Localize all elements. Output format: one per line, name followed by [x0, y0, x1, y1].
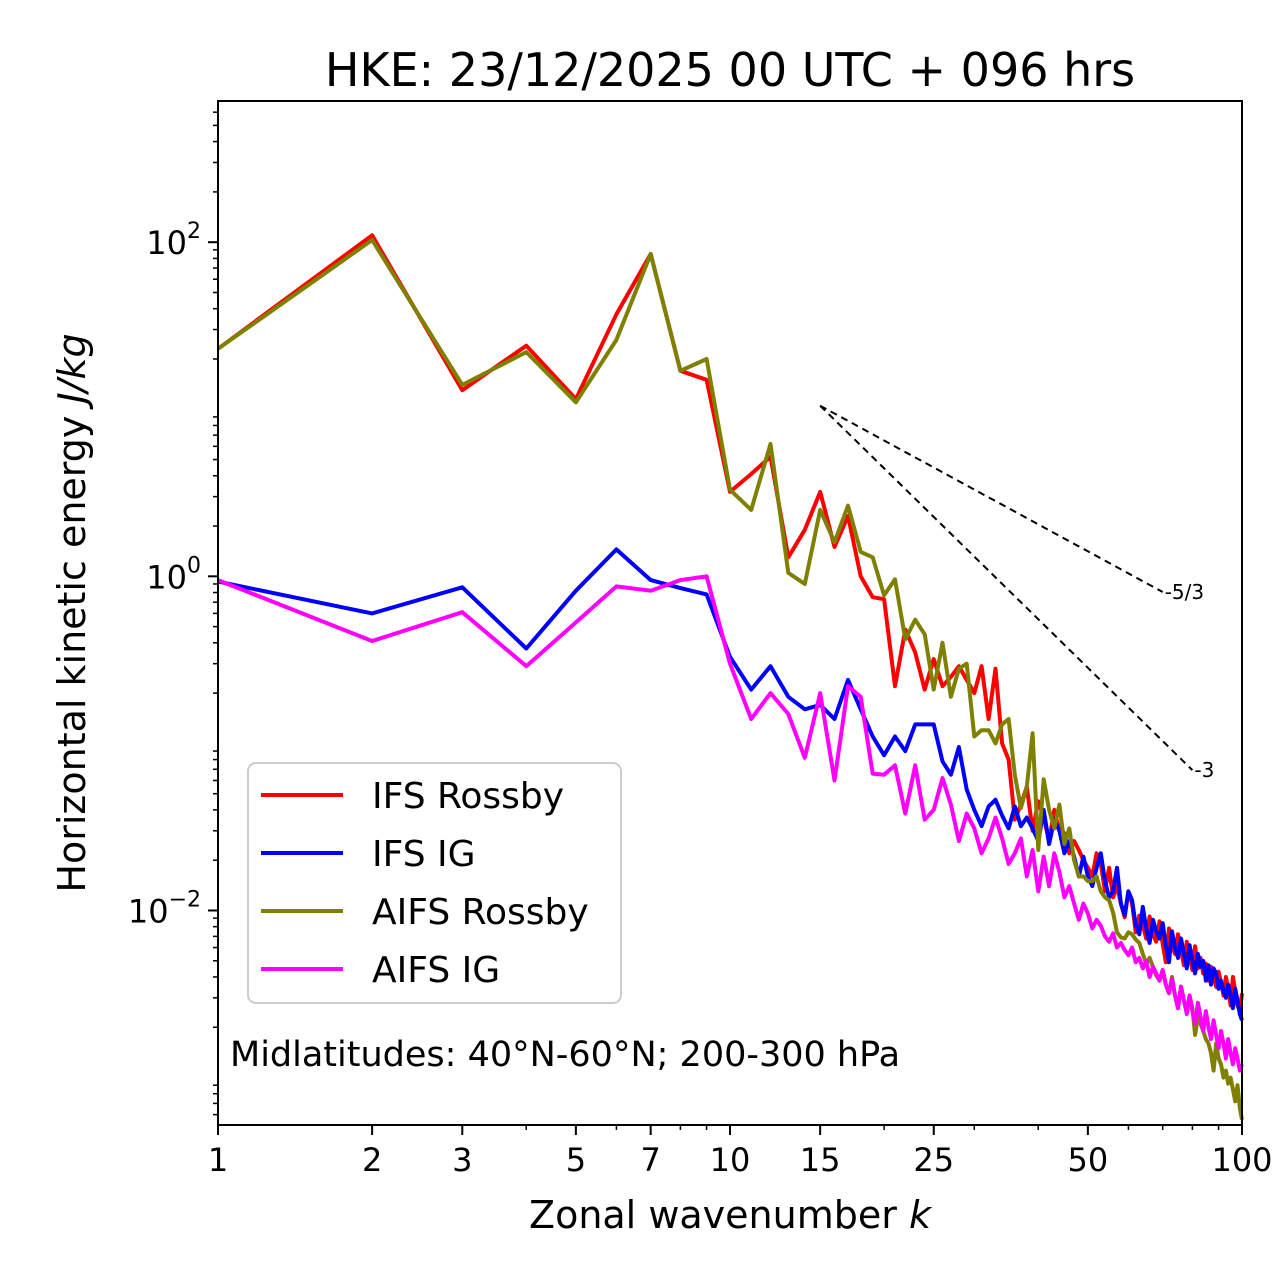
- x-tick-label: 7: [641, 1141, 661, 1179]
- x-tick-label: 3: [452, 1141, 472, 1179]
- x-axis-label-variable: k: [909, 1193, 933, 1237]
- reference-slope-line: [819, 404, 1164, 593]
- y-axis-label-unit: J/kg: [50, 333, 94, 410]
- x-tick-label: 100: [1211, 1141, 1272, 1179]
- y-tick-label: 10−2: [128, 887, 201, 930]
- y-tick-base: 10: [146, 224, 187, 262]
- plot-frame: [217, 100, 1243, 1126]
- y-axis-label: Horizontal kinetic energy J/kg: [50, 333, 94, 892]
- x-tick-label: 50: [1068, 1141, 1109, 1179]
- x-axis-ticks: 1 2 3 5 7 10 15 25 50 100: [208, 1125, 1273, 1179]
- reference-slope-label: -3: [1194, 758, 1214, 782]
- y-axis-label-text: Horizontal kinetic energy: [50, 416, 94, 893]
- y-tick-label: 100: [146, 553, 201, 596]
- y-tick-exponent: 0: [187, 553, 201, 578]
- x-axis-label-text: Zonal wavenumber: [529, 1193, 897, 1237]
- legend-label: AIFS IG: [372, 950, 500, 991]
- legend-label: IFS Rossby: [372, 776, 564, 817]
- chart-title: HKE: 23/12/2025 00 UTC + 096 hrs: [325, 43, 1135, 97]
- x-tick-label: 1: [208, 1141, 228, 1179]
- legend-box: [247, 762, 622, 1004]
- y-tick-base: 10: [146, 558, 187, 596]
- x-tick-label: 25: [913, 1141, 954, 1179]
- reference-slope-label: -5/3: [1165, 580, 1204, 604]
- reference-slopes: -5/3 -3: [819, 404, 1214, 782]
- region-annotation: Midlatitudes: 40°N-60°N; 200-300 hPa: [230, 1035, 900, 1075]
- y-tick-exponent: 2: [187, 219, 201, 244]
- x-tick-label: 5: [566, 1141, 586, 1179]
- x-tick-label: 2: [362, 1141, 382, 1179]
- x-tick-label: 10: [710, 1141, 751, 1179]
- legend-label: IFS IG: [372, 834, 476, 875]
- legend-label: AIFS Rossby: [372, 892, 589, 933]
- legend: IFS Rossby IFS IG AIFS Rossby AIFS IG: [247, 762, 622, 1004]
- series-line-aifs-ig: [217, 574, 1244, 1073]
- reference-slope-line: [819, 405, 1194, 771]
- y-tick-label: 102: [146, 219, 201, 262]
- y-tick-exponent: −2: [169, 887, 201, 912]
- series-layer: [216, 233, 1244, 1120]
- x-tick-label: 15: [800, 1141, 841, 1179]
- y-tick-base: 10: [128, 892, 169, 930]
- x-axis-label: Zonal wavenumber k: [529, 1193, 933, 1237]
